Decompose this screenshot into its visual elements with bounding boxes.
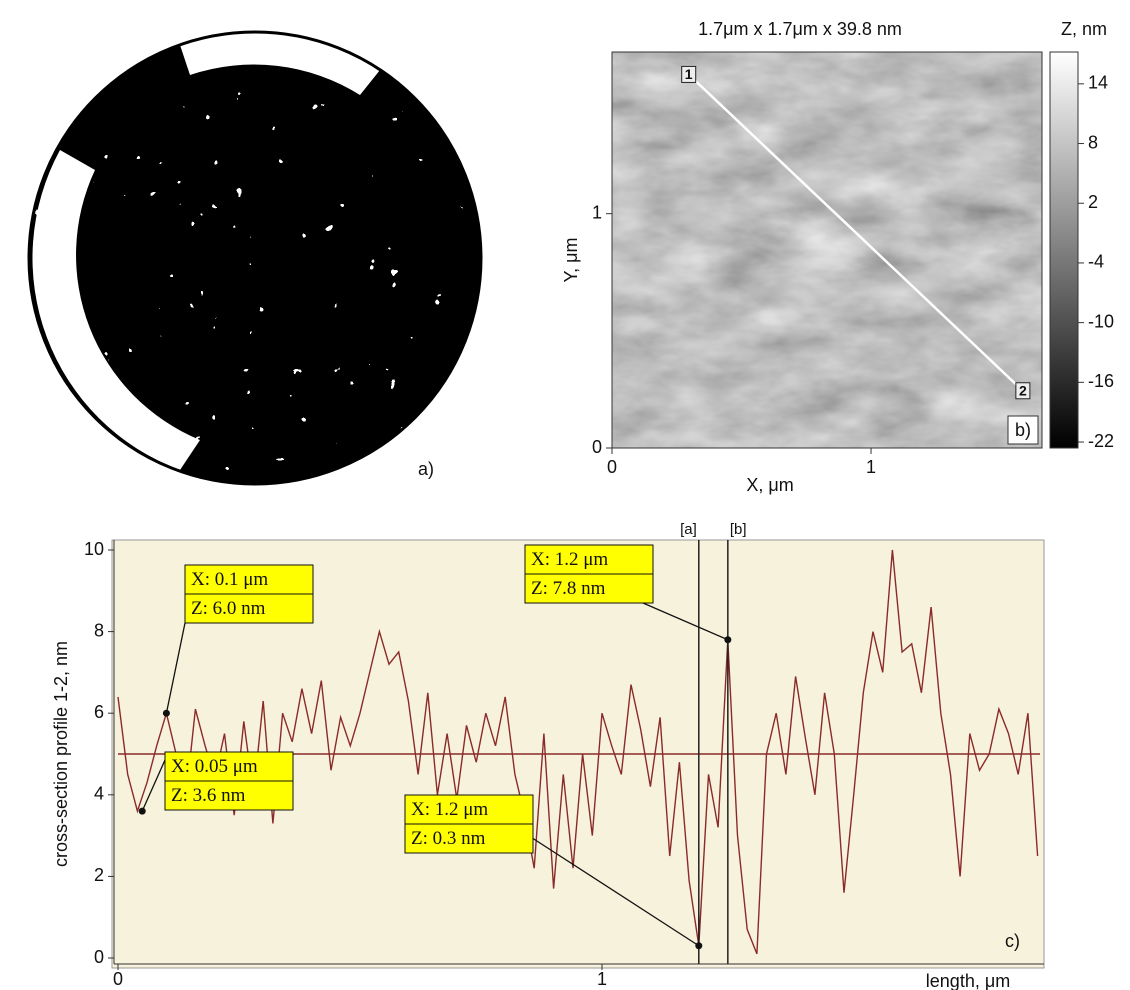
y-tick-label: 4 <box>94 784 104 804</box>
annotation-point <box>163 710 170 717</box>
panel-label: a) <box>418 459 434 479</box>
x-tick-label: 1 <box>866 457 876 477</box>
colorbar-tick-label: -10 <box>1088 311 1114 331</box>
y-axis-label: cross-section profile 1-2, nm <box>51 641 71 867</box>
colorbar-tick-label: -22 <box>1088 431 1114 451</box>
profile-marker-label: 2 <box>1019 382 1027 398</box>
x-tick-label: 0 <box>113 969 123 989</box>
annotation-text: Z: 6.0 nm <box>191 598 266 619</box>
annotation-text: Z: 0.3 nm <box>411 828 486 849</box>
y-axis-label: Y, μm <box>561 237 581 282</box>
y-tick-label: 6 <box>94 702 104 722</box>
x-axis-label: X, μm <box>746 475 793 495</box>
disc-texture <box>29 32 481 484</box>
colorbar-tick-label: -4 <box>1088 252 1104 272</box>
x-axis-label: length, μm <box>926 971 1010 990</box>
annotation-text: X: 0.1 μm <box>191 569 268 590</box>
annotation-point <box>724 636 731 643</box>
panel-a <box>29 32 481 484</box>
y-tick-label: 0 <box>592 437 602 457</box>
afm-image <box>612 52 1042 448</box>
colorbar-title: Z, nm <box>1061 19 1107 39</box>
y-tick-label: 0 <box>94 947 104 967</box>
annotation-text: Z: 7.8 nm <box>531 578 606 599</box>
annotation-text: X: 1.2 μm <box>411 799 488 820</box>
annotation-point <box>695 942 702 949</box>
colorbar-tick-label: 2 <box>1088 192 1098 212</box>
colorbar-tick-label: 8 <box>1088 132 1098 152</box>
y-tick-label: 10 <box>84 539 104 559</box>
colorbar-tick-label: 14 <box>1088 73 1108 93</box>
annotation-point <box>139 808 146 815</box>
cursor-label: [a] <box>680 521 697 538</box>
y-tick-label: 1 <box>592 202 602 222</box>
panel-label: b) <box>1015 420 1031 440</box>
title: 1.7μm x 1.7μm x 39.8 nm <box>698 19 902 39</box>
x-tick-label: 1 <box>597 969 607 989</box>
figure: a) 1.7μm x 1.7μm x 39.8 nmZ, nm1482-4-10… <box>0 0 1130 990</box>
annotation-text: Z: 3.6 nm <box>171 785 246 806</box>
y-tick-label: 8 <box>94 620 104 640</box>
annotation-text: X: 0.05 μm <box>171 756 258 777</box>
x-tick-label: 0 <box>607 457 617 477</box>
cursor-label: [b] <box>730 521 747 538</box>
y-tick-label: 2 <box>94 865 104 885</box>
colorbar <box>1050 52 1078 448</box>
panel-label: c) <box>1005 931 1020 951</box>
annotation-text: X: 1.2 μm <box>531 549 608 570</box>
profile-marker-label: 1 <box>685 66 693 82</box>
colorbar-tick-label: -16 <box>1088 371 1114 391</box>
